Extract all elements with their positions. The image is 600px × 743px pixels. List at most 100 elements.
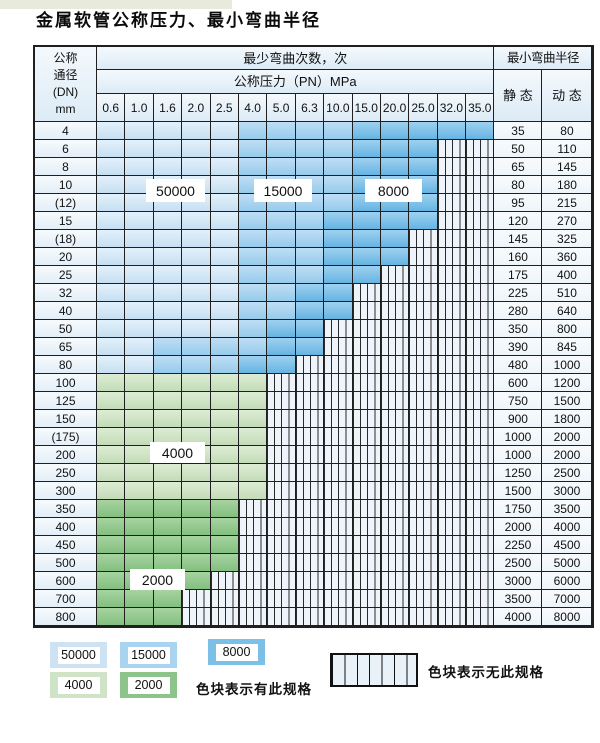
zone-cell-x [380, 302, 410, 320]
zone-cell-x [267, 518, 296, 536]
zone-cell-x [295, 536, 325, 554]
zone-cell-x [352, 392, 381, 410]
zone-cell-b2 [182, 338, 211, 356]
dynamic-value-cell: 3500 [542, 500, 593, 518]
zone-cell-g1 [125, 464, 154, 482]
static-value-cell: 65 [494, 158, 543, 176]
zone-cell-x [437, 374, 467, 392]
zone-cell-b3 [380, 212, 410, 230]
zone-cell-x [437, 302, 467, 320]
legend-has-spec-text: 色块表示有此规格 [196, 682, 312, 697]
zone-cell-g2 [153, 500, 183, 518]
zone-cell-g2 [125, 608, 154, 626]
zone-cell-g2 [97, 554, 126, 572]
legend-swatch-value: 2000 [127, 676, 170, 694]
zone-cell-x [380, 500, 410, 518]
zone-cell-x [210, 572, 239, 590]
zone-cell-b3 [380, 140, 410, 158]
zone-cell-x [466, 158, 495, 176]
legend-swatch-50000: 50000 [50, 642, 107, 668]
static-value-cell: 2250 [494, 536, 543, 554]
zone-cell-b3 [324, 230, 353, 248]
dynamic-value-cell: 640 [542, 302, 593, 320]
zone-cell-b1 [182, 320, 211, 338]
zone-cell-g2 [125, 500, 154, 518]
legend-swatch-value: 8000 [215, 643, 258, 661]
zone-label-15000: 15000 [254, 179, 312, 202]
zone-cell-x [295, 590, 325, 608]
zone-cell-x [437, 572, 467, 590]
dn-header-line: (DN) [52, 85, 79, 99]
zone-cell-x [409, 410, 438, 428]
zone-cell-x [295, 500, 325, 518]
spec-table: 公称 通径 (DN) mm 最少弯曲次数，次 最小弯曲半径 公称压力（PN）MP… [33, 45, 595, 628]
zone-cell-g2 [210, 536, 239, 554]
zone-cell-x [437, 212, 467, 230]
zone-cell-x [409, 572, 438, 590]
zone-cell-b2 [238, 212, 268, 230]
zone-cell-b2 [295, 212, 325, 230]
zone-cell-b1 [97, 338, 126, 356]
dn-column-header: 公称 通径 (DN) mm [35, 47, 97, 122]
zone-cell-g1 [153, 374, 183, 392]
zone-cell-x [437, 284, 467, 302]
zone-cell-x [437, 176, 467, 194]
dynamic-value-cell: 5000 [542, 554, 593, 572]
zone-cell-b3 [437, 122, 467, 140]
zone-cell-x [437, 554, 467, 572]
zone-cell-x [466, 608, 495, 626]
zone-cell-b3 [466, 122, 495, 140]
dn-cell: 20 [35, 248, 97, 266]
zone-cell-x [238, 608, 268, 626]
zone-cell-x [466, 284, 495, 302]
dynamic-column-header: 动 态 [542, 70, 593, 122]
zone-cell-b2 [267, 212, 296, 230]
zone-cell-g1 [182, 482, 211, 500]
zone-cell-b3 [295, 320, 325, 338]
zone-cell-x [352, 446, 381, 464]
zone-cell-g2 [182, 572, 211, 590]
zone-cell-x [238, 536, 268, 554]
zone-label-4000: 4000 [150, 442, 205, 463]
zone-cell-g2 [182, 536, 211, 554]
zone-cell-b1 [210, 194, 239, 212]
zone-cell-x [380, 518, 410, 536]
zone-cell-b3 [352, 122, 381, 140]
zone-cell-x [352, 608, 381, 626]
zone-cell-g1 [97, 428, 126, 446]
zone-cell-g1 [210, 428, 239, 446]
zone-cell-b3 [324, 284, 353, 302]
zone-cell-b2 [324, 122, 353, 140]
zone-cell-b2 [295, 230, 325, 248]
zone-cell-b2 [238, 338, 268, 356]
zone-cell-b1 [125, 140, 154, 158]
zone-cell-g1 [238, 410, 268, 428]
zone-cell-x [409, 284, 438, 302]
zone-cell-x [466, 356, 495, 374]
zone-cell-x [409, 302, 438, 320]
zone-cell-x [466, 338, 495, 356]
zone-cell-x [466, 518, 495, 536]
static-value-cell: 50 [494, 140, 543, 158]
zone-cell-b1 [182, 212, 211, 230]
zone-cell-b1 [182, 230, 211, 248]
pn-column-header: 20.0 [380, 94, 410, 122]
zone-cell-x [238, 572, 268, 590]
zone-cell-x [409, 428, 438, 446]
zone-cell-b2 [238, 284, 268, 302]
zone-cell-b1 [125, 320, 154, 338]
zone-cell-g1 [210, 482, 239, 500]
zone-cell-x [324, 392, 353, 410]
dn-cell: 250 [35, 464, 97, 482]
zone-cell-b1 [97, 266, 126, 284]
zone-cell-x [380, 284, 410, 302]
zone-cell-x [324, 590, 353, 608]
zone-cell-x [409, 446, 438, 464]
min-bend-radius-header: 最小弯曲半径 [494, 47, 593, 70]
zone-cell-x [324, 464, 353, 482]
zone-cell-x [380, 320, 410, 338]
zone-cell-x [352, 356, 381, 374]
zone-cell-b2 [267, 122, 296, 140]
zone-cell-x [466, 536, 495, 554]
zone-cell-b1 [97, 140, 126, 158]
